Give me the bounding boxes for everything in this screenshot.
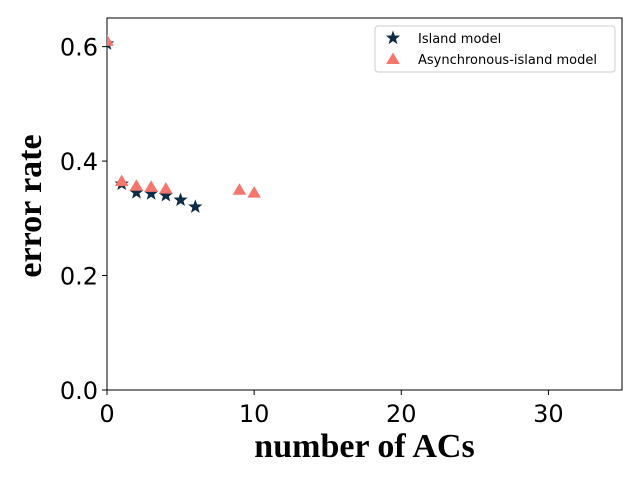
x-axis-label: number of ACs [254, 428, 474, 465]
triangle-point [114, 174, 129, 187]
legend-marker-1 [385, 30, 401, 45]
legend: Island model Asynchronous-island model [374, 25, 616, 73]
star-point [129, 185, 144, 199]
legend-label-1: Island model [418, 32, 501, 47]
triangle-point [232, 183, 247, 195]
y-axis-label: error rate [12, 134, 49, 277]
y-tick-label: 0.0 [60, 377, 98, 405]
y-tick-label: 0.2 [60, 263, 98, 291]
star-point [144, 186, 159, 200]
x-axis-ticks: 0 10 20 30 [99, 390, 564, 428]
triangle-point [247, 186, 261, 198]
legend-marker-2 [386, 52, 400, 65]
star-point [173, 192, 188, 207]
y-tick-label: 0.4 [60, 148, 98, 176]
plot-area [106, 17, 623, 391]
triangle-point [159, 182, 173, 194]
axes-frame [106, 17, 623, 391]
series-2 [107, 34, 261, 198]
y-tick-label: 0.6 [60, 34, 98, 62]
star-point [158, 187, 173, 202]
x-tick-label: 0 [99, 400, 114, 428]
legend-entries: Island model Asynchronous-island model [385, 30, 597, 68]
x-tick-label: 10 [239, 400, 270, 428]
star-point [188, 199, 203, 213]
triangle-point [144, 180, 158, 192]
legend-box [374, 25, 616, 73]
x-tick-label: 20 [386, 400, 417, 428]
triangle-point [129, 179, 144, 191]
triangle-point [107, 34, 114, 46]
x-tick-label: 30 [533, 400, 564, 428]
y-axis-ticks: 0.0 0.2 0.4 0.6 [60, 34, 107, 405]
legend-label-2: Asynchronous-island model [418, 53, 597, 68]
series-layer [107, 34, 261, 213]
